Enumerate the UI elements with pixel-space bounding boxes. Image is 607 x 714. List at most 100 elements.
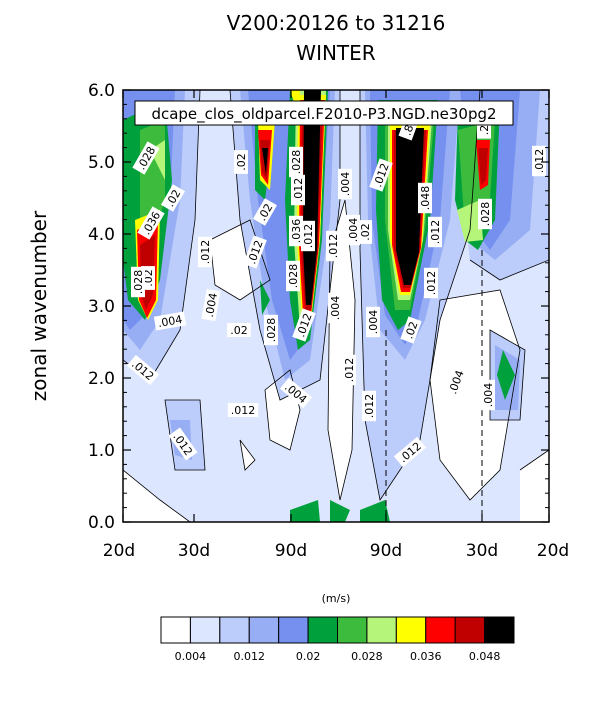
colorbar-swatch xyxy=(425,616,456,644)
contour-label-bg xyxy=(358,220,372,244)
contour-label-text: .036 xyxy=(290,219,303,244)
colorbar-swatch xyxy=(160,616,191,644)
contour-fill-black xyxy=(262,148,268,175)
contour-label: .012 xyxy=(227,403,259,417)
contour-label: .012 xyxy=(428,216,442,248)
contour-fill-white xyxy=(123,470,190,522)
contour-label: .036 xyxy=(289,215,303,247)
colorbar-swatch xyxy=(366,616,397,644)
colorbar-label: 0.036 xyxy=(410,650,442,663)
contour-label-bg xyxy=(346,214,360,246)
contour-label: .004 xyxy=(346,214,360,246)
contour-label-text: .012 xyxy=(533,149,546,174)
contour-label-text: .02 xyxy=(142,269,155,287)
contour-label-bg xyxy=(168,427,198,461)
contour-label: .02 xyxy=(234,150,248,174)
contour-fill-green xyxy=(457,200,483,242)
contour-label-text: .028 xyxy=(265,318,278,343)
contour-labels: .028.02.036.02.028.004.012.012.004.012.0… xyxy=(126,119,546,468)
contour-label: .012 xyxy=(326,230,340,262)
contour-label-bg xyxy=(291,174,305,206)
contour-label: .004 xyxy=(153,311,187,331)
contour-label: .012 xyxy=(342,354,356,386)
contour-label-text: .012 xyxy=(199,240,212,265)
contour-fill-white xyxy=(328,200,355,500)
contour-label-text: .02 xyxy=(235,153,248,171)
contour-label: .2 xyxy=(477,121,491,139)
contour-label-bg xyxy=(362,390,376,422)
contour-label-text: .02 xyxy=(402,320,420,341)
contour-fill-white xyxy=(520,450,549,522)
contour-label-text: .004 xyxy=(157,313,183,330)
contour-label-text: .048 xyxy=(419,186,432,211)
contour-label-bg xyxy=(126,354,160,386)
colorbar-swatch xyxy=(278,616,309,644)
y-tick-label: 0.0 xyxy=(88,513,115,533)
contour-label-bg xyxy=(328,292,342,324)
contour-label-bg xyxy=(369,158,393,192)
contour-label-bg xyxy=(444,365,468,399)
contour-label-text: .004 xyxy=(367,310,380,335)
case-label: dcape_clos_oldparcel.F2010-P3.NGD.ne30pg… xyxy=(151,105,496,124)
contour-line xyxy=(239,439,256,471)
contour-label-bg xyxy=(264,314,278,346)
contour-line xyxy=(327,199,356,501)
contour-label-text: .012 xyxy=(292,178,305,203)
contour-label-bg xyxy=(478,198,492,230)
contour-label-bg xyxy=(279,377,313,409)
contour-label: .012 xyxy=(291,174,305,206)
contour-fill-green xyxy=(260,280,270,315)
chart-subtitle: WINTER xyxy=(296,41,375,65)
x-tick-label: 20d xyxy=(537,541,569,561)
contour-label-bg xyxy=(418,182,432,214)
colorbar-swatch xyxy=(219,616,250,644)
contour-line xyxy=(359,90,481,502)
contour-label-text: .012 xyxy=(363,394,376,419)
contour-fill-green xyxy=(330,500,350,522)
contour-label: .048 xyxy=(418,182,432,214)
colorbar-label: 0.004 xyxy=(175,650,207,663)
contour-label-text: .012 xyxy=(231,404,256,417)
y-axis: 0.0 1.0 2.0 3.0 4.0 5.0 6.0 xyxy=(88,81,549,533)
colorbar-label: 0.028 xyxy=(351,650,383,663)
contour-label: .028 xyxy=(478,198,492,230)
contour-label-bg xyxy=(532,145,546,177)
colorbar: 0.004 0.012 0.02 0.028 0.036 0.048 xyxy=(160,616,515,663)
colorbar-swatch xyxy=(248,616,280,644)
contour-label-bg xyxy=(132,141,160,175)
contour-label: .004 xyxy=(201,288,221,322)
contour-fill-black xyxy=(396,128,424,285)
contour-label-text: .028 xyxy=(287,264,300,289)
contour-label-bg xyxy=(342,354,356,386)
contour-label-bg xyxy=(481,379,495,411)
contour-label-bg xyxy=(252,198,278,226)
contour-fill-green xyxy=(290,500,320,522)
contour-label-bg xyxy=(227,403,259,417)
contour-label-bg xyxy=(338,168,352,200)
contour-label: .004 xyxy=(481,379,495,411)
contour-label: .028 xyxy=(264,314,278,346)
contour-label-text: .012 xyxy=(425,271,438,296)
contour-label: .012 xyxy=(532,145,546,177)
contour-label-bg xyxy=(153,311,187,331)
contour-label-bg xyxy=(234,150,248,174)
y-tick-label: 4.0 xyxy=(88,225,115,245)
colorbar-swatch xyxy=(307,616,339,644)
colorbar-label: 0.012 xyxy=(234,650,266,663)
contour-label-bg xyxy=(424,267,438,299)
contour-label-bg xyxy=(326,230,340,262)
contour-label: .028 xyxy=(289,146,303,178)
contour-label-bg xyxy=(477,121,491,139)
x-tick-label: 20d xyxy=(103,541,135,561)
contour-label-bg xyxy=(366,306,380,338)
contour-label-text: .004 xyxy=(482,383,495,408)
y-tick-label: 2.0 xyxy=(88,369,115,389)
contour-label: .004 xyxy=(338,168,352,200)
y-tick-label: 6.0 xyxy=(88,81,115,101)
contour-fill-green xyxy=(360,500,390,522)
contour-label-bg xyxy=(292,308,316,342)
contour-label-text: .028 xyxy=(132,270,145,295)
contour-label: .012 xyxy=(424,267,438,299)
colorbar-label: 0.02 xyxy=(296,650,321,663)
contour-fill-darkred xyxy=(478,148,488,185)
